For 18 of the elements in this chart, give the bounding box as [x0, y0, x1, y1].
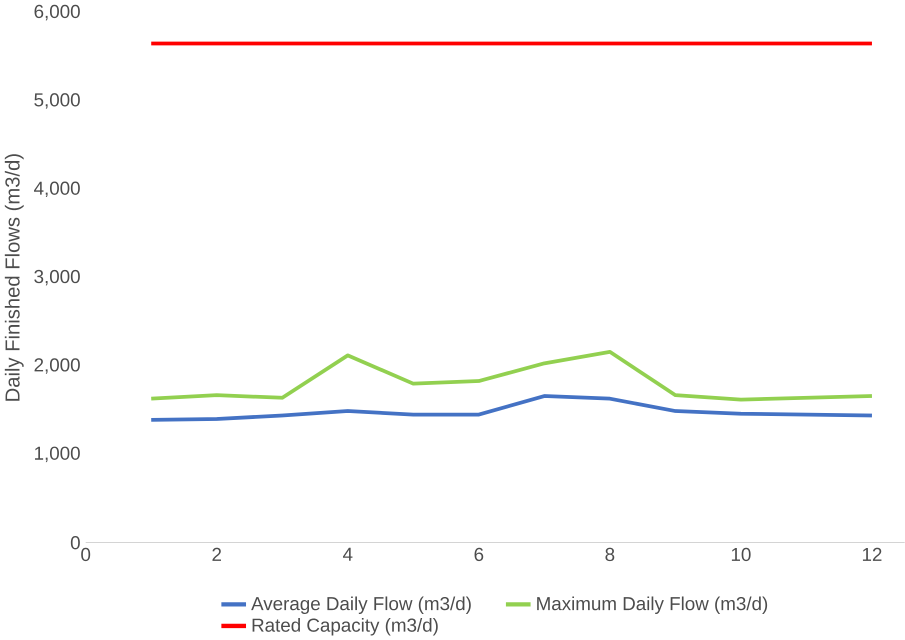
legend-label: Rated Capacity (m3/d)	[252, 618, 438, 636]
x-tick-label: 2	[212, 548, 221, 562]
y-tick-label: 2,000	[34, 358, 80, 374]
y-tick-label: 1,000	[35, 446, 80, 462]
legend-label: Maximum Daily Flow (m3/d)	[537, 596, 768, 614]
x-tick-label: 12	[862, 548, 882, 562]
y-axis-title: Daily Finished Flows (m3/d)	[4, 154, 24, 401]
y-tick-label: 5,000	[34, 93, 80, 109]
x-tick-label: 4	[342, 548, 352, 561]
y-tick-label: 4,000	[34, 182, 80, 198]
y-tick-label: 0	[70, 536, 80, 550]
legend-label: Average Daily Flow (m3/d)	[251, 596, 471, 614]
x-tick-label: 8	[605, 548, 614, 562]
y-tick-label: 6,000	[34, 5, 80, 21]
x-tick-label: 10	[732, 548, 751, 562]
x-tick-label: 6	[474, 548, 484, 562]
y-tick-label: 3,000	[34, 270, 80, 286]
x-tick-label: 0	[81, 548, 90, 562]
